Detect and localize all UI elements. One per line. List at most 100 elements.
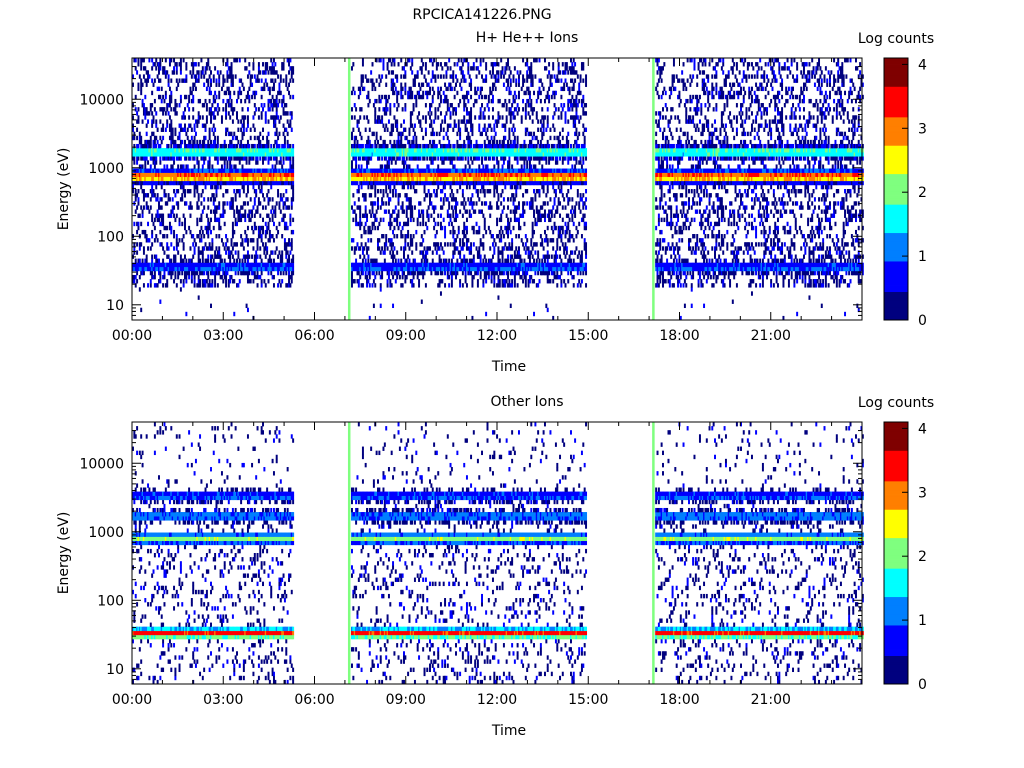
spectrogram-cell [470,156,473,161]
spectrogram-cell [178,143,181,149]
spectrogram-cell [194,270,197,276]
spectrogram-cell [160,148,163,153]
spectrogram-cell [152,148,155,153]
spectrogram-cell [203,180,206,186]
spectrogram-cell [219,143,222,149]
spectrogram-cell [193,176,196,182]
spectrogram-cell [397,213,400,218]
spectrogram-cell [282,205,285,210]
spectrogram-cell [429,152,431,157]
spectrogram-cell [378,176,381,182]
spectrogram-cell [141,176,144,182]
spectrogram-cell [246,184,249,190]
spectrogram-cell [244,217,247,223]
spectrogram-cell [260,172,263,178]
spectrogram-cell [279,160,282,165]
spectrogram-cell [404,74,407,79]
spectrogram-cell [168,213,171,218]
spectrogram-cell [225,111,228,116]
spectrogram-cell [288,152,291,157]
spectrogram-cell [257,115,260,120]
spectrogram-cell [401,205,404,210]
spectrogram-cell [281,279,284,284]
spectrogram-cell [153,143,156,149]
spectrogram-cell [201,148,204,153]
spectrogram-cell [392,152,395,157]
spectrogram-cell [426,152,429,157]
spectrogram-cell [387,274,390,280]
spectrogram-cell [137,148,140,153]
spectrogram-cell [188,262,191,268]
spectrogram-cell [431,160,434,165]
spectrogram-cell [262,168,264,173]
spectrogram-cell [138,135,141,141]
spectrogram-cell [360,172,363,178]
spectrogram-cell [364,274,367,280]
spectrogram-cell [192,180,195,186]
spectrogram-cell [430,176,433,182]
spectrogram-cell [363,197,366,202]
spectrogram-cell [166,234,169,239]
spectrogram-cell [205,103,208,108]
spectrogram-cell [412,262,415,268]
spectrogram-cell [145,266,148,272]
spectrogram-cell [251,94,254,100]
spectrogram-cell [289,250,292,255]
spectrogram-cell [370,176,373,182]
spectrogram-cell [248,172,251,178]
spectrogram-cell [277,143,280,149]
spectrogram-cell [216,135,219,141]
spectrogram-cell [420,168,423,173]
spectrogram-cell [222,74,225,79]
spectrogram-cell [290,66,293,71]
spectrogram-cell [210,90,212,96]
spectrogram-cell [390,70,393,75]
spectrogram-cell [164,70,167,75]
spectrogram-cell [208,164,211,169]
spectrogram-cell [200,213,203,218]
spectrogram-cell [218,201,221,206]
spectrogram-cell [411,213,414,218]
spectrogram-cell [159,148,162,153]
spectrogram-cell [475,221,478,227]
spectrogram-cell [271,266,274,272]
spectrogram-cell [357,262,360,268]
spectrogram-cell [216,217,219,223]
spectrogram-cell [482,279,485,284]
spectrogram-cell [207,283,210,288]
spectrogram-cell [140,172,143,178]
spectrogram-cell [249,156,252,161]
spectrogram-cell [177,172,180,178]
spectrogram-cell [277,229,280,235]
spectrogram-cell [182,283,185,288]
spectrogram-cell [386,164,389,169]
spectrogram-cell [152,221,155,227]
spectrogram-cell [240,176,243,182]
spectrogram-cell [188,274,191,280]
spectrogram-cell [404,193,407,198]
spectrogram-cell [151,193,154,198]
spectrogram-cell [370,262,373,268]
spectrogram-cell [389,225,392,231]
spectrogram-cell [278,266,281,272]
spectrogram-cell [263,152,266,157]
spectrogram-cell [419,152,422,157]
spectrogram-cell [408,152,411,157]
spectrogram-cell [411,139,414,145]
spectrogram-cell [404,70,407,75]
spectrogram-cell [409,176,412,182]
spectrogram-cell [271,66,274,71]
spectrogram-cell [194,266,197,272]
spectrogram-cell [434,78,437,83]
spectrogram-cell [262,135,264,141]
spectrogram-cell [408,180,411,186]
spectrogram-cell [282,180,285,186]
spectrogram-cell [230,107,233,112]
spectrogram-cell [192,266,195,272]
spectrogram-cell [151,123,154,128]
spectrogram-cell [390,82,393,87]
spectrogram-cell [160,266,163,272]
spectrogram-cell [153,160,156,165]
spectrogram-cell [441,66,444,71]
spectrogram-cell [218,262,221,268]
